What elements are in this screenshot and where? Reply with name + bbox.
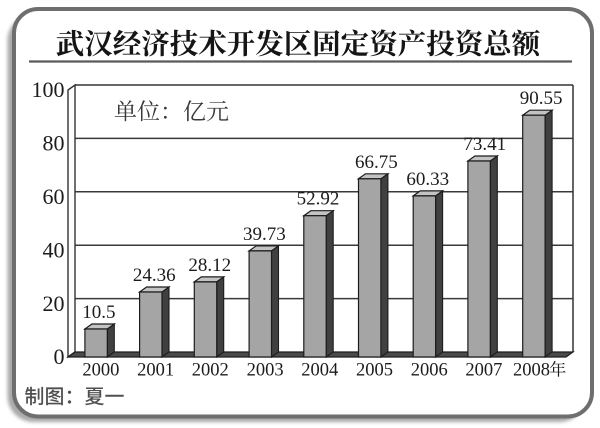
svg-text:2002: 2002 [192, 361, 229, 381]
svg-text:60.33: 60.33 [406, 169, 449, 190]
svg-text:2005: 2005 [356, 361, 393, 381]
svg-text:40: 40 [43, 237, 65, 262]
svg-text:100: 100 [32, 77, 65, 102]
svg-text:66.75: 66.75 [355, 152, 398, 173]
svg-text:2007: 2007 [465, 361, 502, 381]
svg-text:52.92: 52.92 [297, 189, 340, 210]
svg-text:2001: 2001 [137, 361, 174, 381]
svg-text:90.55: 90.55 [520, 88, 563, 109]
svg-text:2003: 2003 [247, 361, 284, 381]
svg-text:2008: 2008 [513, 361, 550, 381]
svg-text:39.73: 39.73 [243, 224, 286, 245]
svg-text:2000: 2000 [82, 361, 119, 381]
svg-text:10.5: 10.5 [82, 302, 115, 323]
svg-text:80: 80 [43, 131, 65, 156]
svg-text:60: 60 [43, 184, 65, 209]
svg-text:0: 0 [54, 344, 65, 369]
svg-text:2004: 2004 [301, 361, 338, 381]
svg-text:2006: 2006 [411, 361, 448, 381]
svg-text:73.41: 73.41 [463, 134, 506, 155]
svg-text:28.12: 28.12 [188, 255, 231, 276]
svg-text:20: 20 [43, 291, 65, 316]
svg-text:24.36: 24.36 [133, 265, 176, 286]
